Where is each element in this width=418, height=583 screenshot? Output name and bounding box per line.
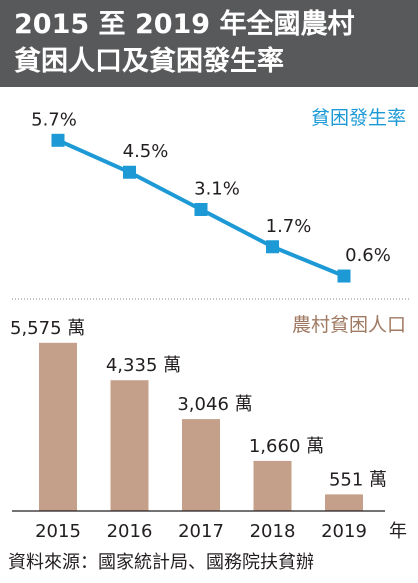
line-point	[194, 203, 208, 216]
bar-data-label: 3,046 萬	[177, 394, 252, 415]
line-data-label: 0.6%	[345, 245, 391, 266]
title-band: 2015 至 2019 年全國農村 貧困人口及貧困發生率	[0, 0, 418, 87]
chart-area: 貧困發生率 5.7% 4.5% 3.1% 1.7% 0.6% 農村貧困人口 5,575 萬 4,…	[10, 107, 410, 542]
x-axis-label: 年	[389, 521, 407, 542]
line-data-label: 5.7%	[31, 109, 77, 130]
bar	[182, 419, 220, 511]
bar	[325, 494, 363, 511]
chart-title-line-1: 2015 至 2019 年全國農村	[14, 9, 355, 40]
chart-title-line-2: 貧困人口及貧困發生率	[14, 46, 284, 77]
source-note: 資料來源：國家統計局、國務院扶貧辦	[8, 552, 314, 573]
x-tick-label: 2019	[321, 521, 367, 542]
bar-series-label: 農村貧困人口	[292, 314, 406, 336]
line-point	[266, 240, 279, 254]
line-data-label: 4.5%	[123, 141, 169, 162]
x-tick-label: 2015	[35, 521, 81, 542]
x-tick-label: 2016	[107, 521, 153, 542]
bar-data-label: 4,335 萬	[106, 355, 181, 376]
bar-data-label: 5,575 萬	[10, 318, 85, 339]
bar-data-label: 1,660 萬	[249, 436, 324, 457]
x-tick-label: 2018	[250, 521, 296, 542]
bar-data-label: 551 萬	[329, 469, 387, 490]
line-point	[123, 165, 136, 179]
line-point	[51, 133, 65, 147]
x-tick-label: 2017	[178, 521, 224, 542]
bar	[253, 460, 292, 511]
bar	[39, 342, 77, 511]
line-data-label: 3.1%	[194, 179, 240, 200]
line-data-label: 1.7%	[266, 216, 312, 237]
bar	[110, 380, 149, 511]
line-series-label: 貧困發生率	[311, 107, 406, 129]
line-point	[337, 269, 351, 283]
